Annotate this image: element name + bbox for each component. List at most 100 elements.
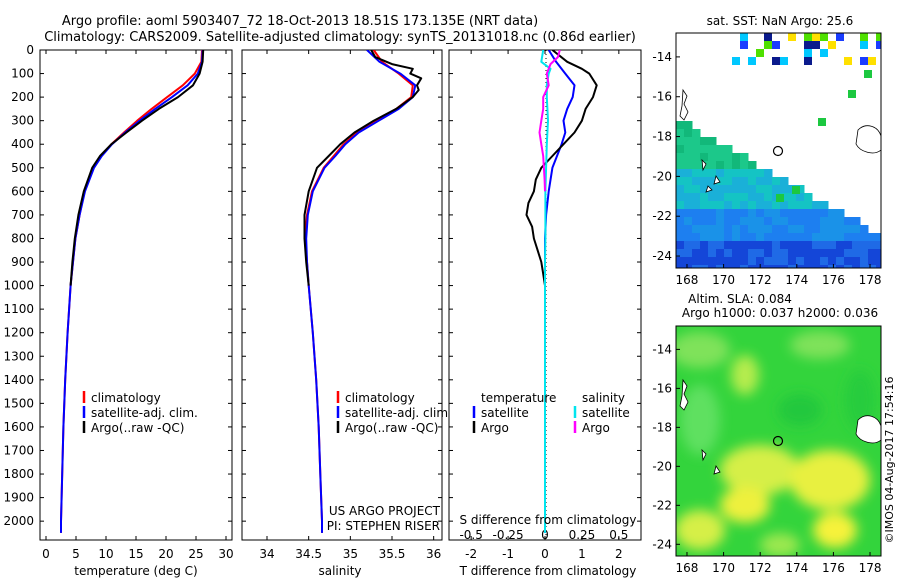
lat-tick-label: -24: [652, 249, 672, 263]
s-difference-label: S difference from climatology: [460, 513, 637, 527]
sst-cell: [700, 209, 709, 218]
sst-cell: [732, 257, 741, 266]
x-tick-label: 1: [578, 547, 586, 561]
sst-cell: [764, 33, 772, 41]
sst-cell: [724, 225, 733, 234]
sst-cell: [684, 241, 693, 250]
sst-cell: [708, 145, 717, 154]
coastline-fiji: [855, 415, 881, 444]
sst-cell: [748, 217, 757, 226]
sst-cell: [780, 233, 789, 242]
sst-cell: [692, 169, 701, 178]
sla-blob: [676, 332, 730, 368]
series-line: [60, 50, 204, 533]
sst-cell: [764, 209, 773, 218]
sst-cell: [852, 225, 861, 234]
sst-cell: [732, 209, 741, 218]
sst-cell: [772, 241, 781, 250]
sst-cell: [676, 185, 685, 194]
x-tick-label: 35: [343, 547, 358, 561]
sst-cell: [732, 225, 741, 234]
sst-cell: [772, 249, 781, 258]
sst-cell: [748, 201, 757, 210]
sst-cell: [692, 201, 701, 210]
sst-cell: [812, 217, 821, 226]
sst-cell: [676, 225, 685, 234]
sst-cell: [716, 145, 725, 154]
sst-cell: [764, 177, 773, 186]
sla-blob: [676, 510, 725, 550]
sst-cell: [724, 185, 733, 194]
sst-cell: [812, 233, 821, 242]
sst-cell: [700, 217, 709, 226]
sst-cell: [788, 225, 797, 234]
sst-cell: [700, 265, 709, 268]
sst-cell: [700, 233, 709, 242]
sst-cell: [732, 169, 741, 178]
sst-cell: [804, 41, 812, 49]
series-line: [69, 50, 205, 286]
x-tick-label: 30: [218, 547, 233, 561]
sst-cell: [692, 265, 701, 268]
sst-cell: [804, 209, 813, 218]
sst-cell: [836, 33, 844, 41]
sst-cell: [740, 153, 749, 162]
sst-cell: [804, 249, 813, 258]
sst-cell: [684, 153, 693, 162]
s-tick-label: 0.25: [569, 528, 596, 542]
sst-cell: [780, 241, 789, 250]
sst-cell: [876, 265, 881, 268]
sst-cell: [764, 41, 772, 49]
sst-cell: [844, 57, 852, 65]
sst-cell: [724, 265, 733, 268]
sla-map-title-line1: Altim. SLA: 0.084: [688, 292, 792, 306]
sst-cell: [804, 257, 813, 266]
lat-tick-label: -24: [652, 537, 672, 551]
series-line: [305, 50, 417, 533]
sst-cell: [788, 201, 797, 210]
depth-tick-label: 900: [11, 255, 34, 269]
sst-cell: [708, 217, 717, 226]
sst-cell: [676, 169, 685, 178]
sst-cell: [732, 241, 741, 250]
sst-cell: [788, 209, 797, 218]
coastlines: [679, 378, 881, 475]
depth-tick-label: 1900: [3, 491, 34, 505]
lon-tick-label: 178: [859, 561, 882, 575]
sla-blob: [720, 487, 770, 523]
coastline-south-islands: [701, 448, 721, 475]
sst-cell: [716, 201, 725, 210]
sst-cell: [724, 177, 733, 186]
temperature-legend: climatology satellite-adj. clim. Argo(..…: [82, 391, 198, 435]
sst-map-title: sat. SST: NaN Argo: 25.6: [707, 14, 854, 28]
sst-cell: [788, 249, 797, 258]
sst-cell: [724, 201, 733, 210]
sst-cell: [772, 57, 780, 65]
sst-cell: [676, 177, 685, 186]
salinity-legend: climatology satellite-adj. clim. Argo(..…: [336, 391, 452, 435]
sst-cell: [740, 193, 749, 202]
s-tick-label: -0.5: [459, 528, 482, 542]
sst-cell: [804, 201, 813, 210]
sst-cell: [820, 265, 829, 268]
sst-cell: [812, 41, 820, 49]
depth-tick-label: 400: [11, 137, 34, 151]
sst-cell: [724, 241, 733, 250]
sst-cell: [740, 249, 749, 258]
x-tick-label: 10: [98, 547, 113, 561]
sst-cell: [748, 233, 757, 242]
sst-cell: [756, 241, 765, 250]
sst-cell: [780, 265, 789, 268]
depth-tick-label: 800: [11, 231, 34, 245]
sst-cell: [796, 233, 805, 242]
sla-field: [676, 331, 875, 556]
sst-cell: [748, 257, 757, 266]
sst-cell: [700, 201, 709, 210]
sst-cell: [860, 241, 869, 250]
sst-cell: [684, 217, 693, 226]
sst-cell: [676, 193, 685, 202]
x-tick-label: 35.5: [379, 547, 406, 561]
sst-cell: [708, 209, 717, 218]
x-tick-label: 0: [42, 547, 50, 561]
sst-cells: [676, 33, 881, 268]
